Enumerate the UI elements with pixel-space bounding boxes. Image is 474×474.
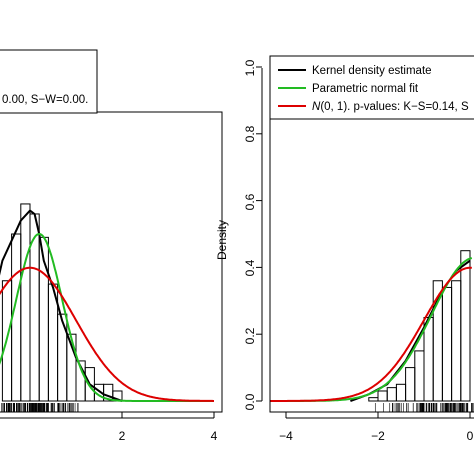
right-panel (256, 55, 474, 419)
right-y-tick-label: 0.2 (243, 327, 257, 344)
right-y-tick-label: 0.0 (243, 393, 257, 410)
density-curve-parametric (270, 257, 473, 402)
right-y-tick-label: 0.6 (243, 193, 257, 210)
left-legend-text: 0.00, S−W=0.00. (2, 94, 88, 106)
histogram-bar (368, 397, 379, 402)
right-legend-label-kde: Kernel density estimate (312, 65, 432, 77)
plot-frame (269, 111, 474, 413)
right-legend-label-reference: N(0, 1). p-values: K−S=0.14, S (312, 101, 469, 113)
histogram-bar (414, 350, 425, 402)
right-legend-label-reference-n: N (312, 101, 321, 113)
density-curve-n (270, 266, 472, 402)
right-x-tick-label: 0 (467, 429, 474, 443)
density-curve-kernel (0, 209, 123, 402)
right-legend-label-normal-fit: Parametric normal fit (312, 83, 419, 95)
right-y-axis-label: Density (215, 220, 229, 260)
left-x-tick-label: 2 (119, 429, 126, 443)
right-legend-label-reference-rest: (0, 1). p-values: K−S=0.14, S (320, 101, 469, 113)
right-y-tick-label: 1.0 (243, 59, 257, 76)
histogram-bar (441, 286, 453, 402)
histogram-bar (395, 383, 407, 402)
histogram-bar (405, 367, 416, 402)
rug (1, 403, 79, 412)
histogram-bar (451, 280, 462, 402)
plot-area (270, 250, 474, 412)
histogram-bar (423, 317, 434, 402)
right-y-tick-label: 0.4 (243, 259, 257, 276)
right-x-tick-label: −4 (279, 429, 293, 443)
plot-area (0, 203, 215, 412)
histogram-bar (377, 390, 388, 402)
density-curve-parametric (0, 233, 215, 402)
plot-frame (0, 111, 223, 413)
density-curve-n (0, 266, 215, 402)
right-x-tick-label: −2 (371, 429, 385, 443)
histogram-bar (460, 250, 471, 402)
rug (374, 403, 474, 412)
right-y-tick-label: 0.8 (243, 125, 257, 142)
left-panel (0, 49, 223, 419)
histogram-bar (386, 387, 397, 402)
legend-box (0, 49, 98, 114)
histogram-bar (20, 203, 31, 402)
left-x-tick-label: 4 (211, 429, 218, 443)
